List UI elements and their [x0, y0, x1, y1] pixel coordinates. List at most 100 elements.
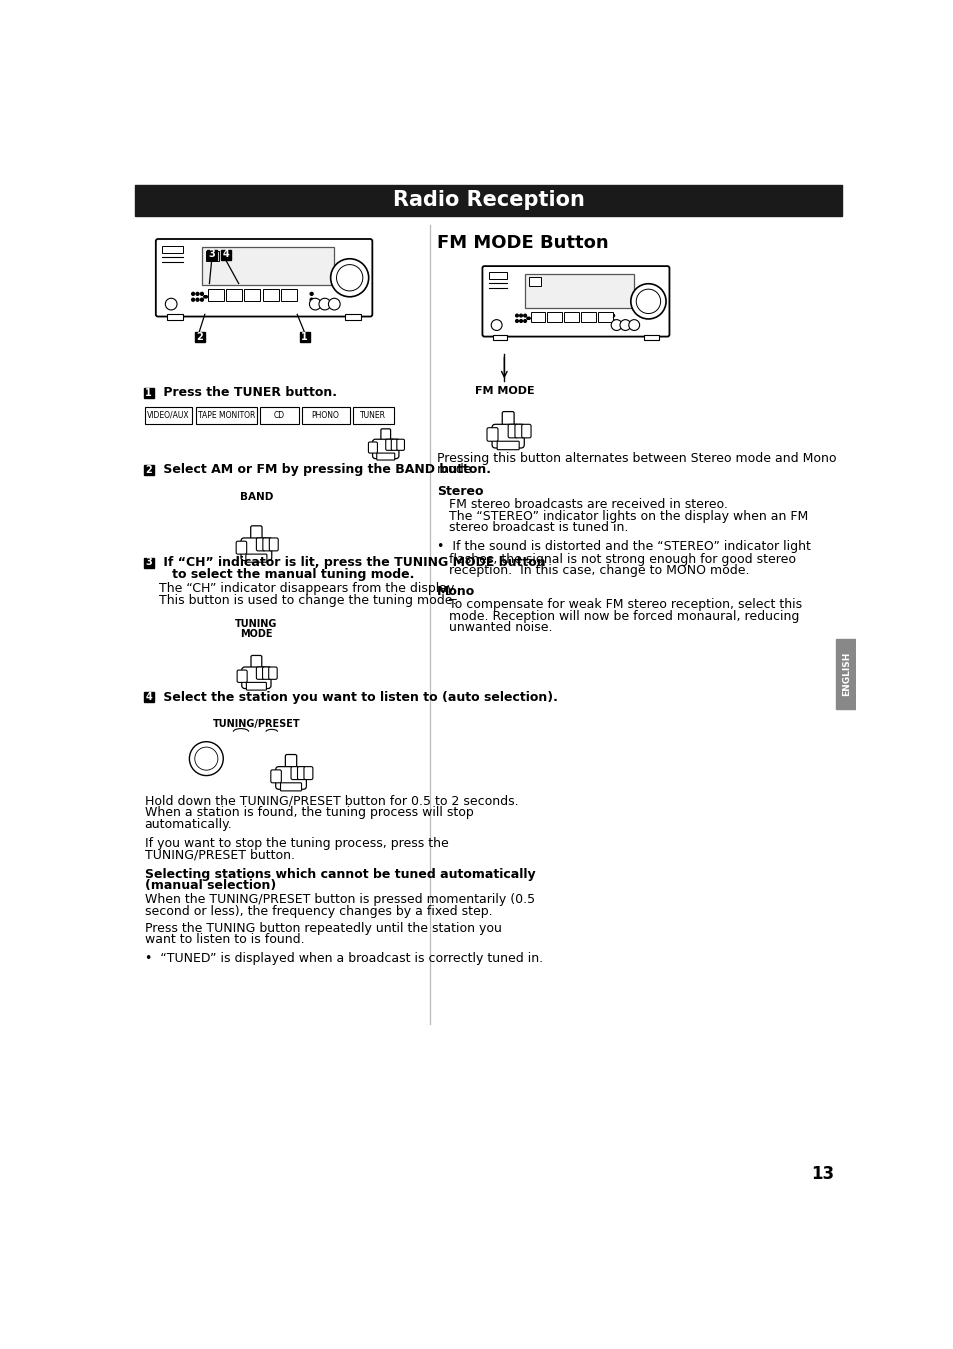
Bar — [167, 314, 183, 320]
FancyBboxPatch shape — [271, 770, 281, 782]
FancyBboxPatch shape — [297, 766, 306, 780]
Text: 4: 4 — [145, 692, 152, 701]
FancyBboxPatch shape — [368, 442, 377, 453]
Text: CD: CD — [274, 410, 285, 420]
Bar — [205, 251, 218, 260]
Circle shape — [611, 320, 614, 322]
Text: Press the TUNING button repeatedly until the station you: Press the TUNING button repeatedly until… — [145, 921, 501, 935]
Circle shape — [523, 314, 526, 317]
Bar — [194, 332, 205, 343]
Text: FM MODE Button: FM MODE Button — [436, 233, 608, 252]
Circle shape — [194, 747, 217, 770]
Text: 1: 1 — [145, 389, 152, 398]
Circle shape — [628, 320, 639, 331]
Circle shape — [192, 298, 194, 301]
FancyBboxPatch shape — [251, 526, 262, 546]
Text: Select the station you want to listen to (auto selection).: Select the station you want to listen to… — [158, 691, 557, 704]
Text: PHONO: PHONO — [312, 410, 339, 420]
FancyBboxPatch shape — [280, 782, 301, 791]
Circle shape — [200, 293, 203, 295]
Text: To compensate for weak FM stereo reception, select this: To compensate for weak FM stereo recepti… — [449, 598, 801, 611]
Circle shape — [192, 293, 194, 295]
Circle shape — [515, 314, 517, 317]
FancyBboxPatch shape — [508, 425, 517, 438]
FancyBboxPatch shape — [497, 441, 518, 449]
Circle shape — [515, 320, 517, 322]
Text: 3: 3 — [145, 557, 152, 568]
Text: When a station is found, the tuning process will stop: When a station is found, the tuning proc… — [145, 807, 473, 819]
Text: TUNING: TUNING — [235, 619, 277, 629]
Circle shape — [519, 314, 522, 317]
Bar — [145, 407, 193, 424]
FancyBboxPatch shape — [385, 440, 393, 451]
Circle shape — [519, 320, 522, 322]
Text: ENGLISH: ENGLISH — [841, 652, 850, 696]
Bar — [488, 272, 507, 279]
Text: MODE: MODE — [240, 629, 273, 639]
Circle shape — [636, 289, 659, 313]
Bar — [260, 407, 298, 424]
Bar — [643, 335, 659, 340]
Text: TUNING/PRESET: TUNING/PRESET — [213, 719, 300, 728]
Text: Selecting stations which cannot be tuned automatically: Selecting stations which cannot be tuned… — [145, 867, 535, 881]
Bar — [564, 312, 578, 322]
Circle shape — [205, 295, 207, 298]
FancyBboxPatch shape — [237, 670, 247, 683]
FancyBboxPatch shape — [391, 440, 398, 451]
FancyBboxPatch shape — [373, 440, 398, 459]
Text: stereo broadcast is tuned in.: stereo broadcast is tuned in. — [449, 521, 628, 534]
FancyBboxPatch shape — [376, 453, 395, 460]
FancyBboxPatch shape — [241, 666, 271, 688]
Text: This button is used to change the tuning mode.: This button is used to change the tuning… — [158, 594, 456, 607]
Bar — [244, 290, 260, 301]
Text: Hold down the TUNING/PRESET button for 0.5 to 2 seconds.: Hold down the TUNING/PRESET button for 0… — [145, 795, 517, 808]
FancyBboxPatch shape — [251, 656, 261, 676]
Text: to select the manual tuning mode.: to select the manual tuning mode. — [158, 568, 414, 581]
Text: 3: 3 — [208, 250, 214, 259]
Bar — [301, 407, 349, 424]
FancyBboxPatch shape — [291, 766, 299, 780]
FancyBboxPatch shape — [236, 541, 247, 554]
Bar — [345, 314, 361, 320]
FancyBboxPatch shape — [304, 766, 313, 780]
Text: TAPE MONITOR: TAPE MONITOR — [197, 410, 254, 420]
Circle shape — [331, 259, 368, 297]
Circle shape — [328, 298, 340, 310]
Text: mode.: mode. — [436, 463, 476, 476]
FancyBboxPatch shape — [269, 666, 277, 680]
Circle shape — [491, 320, 501, 331]
Circle shape — [310, 298, 313, 301]
Bar — [353, 407, 394, 424]
Text: Mono: Mono — [436, 585, 476, 598]
Bar — [530, 312, 545, 322]
Text: 1: 1 — [300, 332, 307, 341]
Text: •  If the sound is distorted and the “STEREO” indicator light: • If the sound is distorted and the “STE… — [436, 541, 810, 553]
Circle shape — [523, 320, 526, 322]
Text: Stereo: Stereo — [436, 484, 483, 498]
Circle shape — [611, 314, 614, 317]
Text: VIDEO/AUX: VIDEO/AUX — [147, 410, 190, 420]
Circle shape — [165, 298, 177, 310]
Bar — [207, 250, 217, 259]
Text: second or less), the frequency changes by a fixed step.: second or less), the frequency changes b… — [145, 905, 492, 917]
Text: The “STEREO” indicator lights on the display when an FM: The “STEREO” indicator lights on the dis… — [449, 510, 807, 522]
Circle shape — [528, 317, 530, 320]
Text: reception.  In this case, change to MONO mode.: reception. In this case, change to MONO … — [449, 564, 749, 577]
Text: (manual selection): (manual selection) — [145, 880, 275, 892]
Bar — [226, 290, 242, 301]
Circle shape — [200, 298, 203, 301]
Text: •  “TUNED” is displayed when a broadcast is correctly tuned in.: • “TUNED” is displayed when a broadcast … — [145, 952, 542, 966]
Bar — [135, 185, 841, 216]
Circle shape — [310, 293, 313, 295]
FancyBboxPatch shape — [501, 411, 514, 433]
FancyBboxPatch shape — [492, 425, 524, 448]
Bar — [144, 692, 153, 703]
Circle shape — [526, 317, 528, 320]
Bar — [144, 389, 153, 398]
FancyBboxPatch shape — [482, 266, 669, 337]
Bar — [221, 250, 231, 259]
Text: 13: 13 — [810, 1166, 833, 1183]
Bar — [144, 465, 153, 475]
Bar — [202, 247, 334, 285]
Text: TUNING/PRESET button.: TUNING/PRESET button. — [145, 849, 294, 862]
